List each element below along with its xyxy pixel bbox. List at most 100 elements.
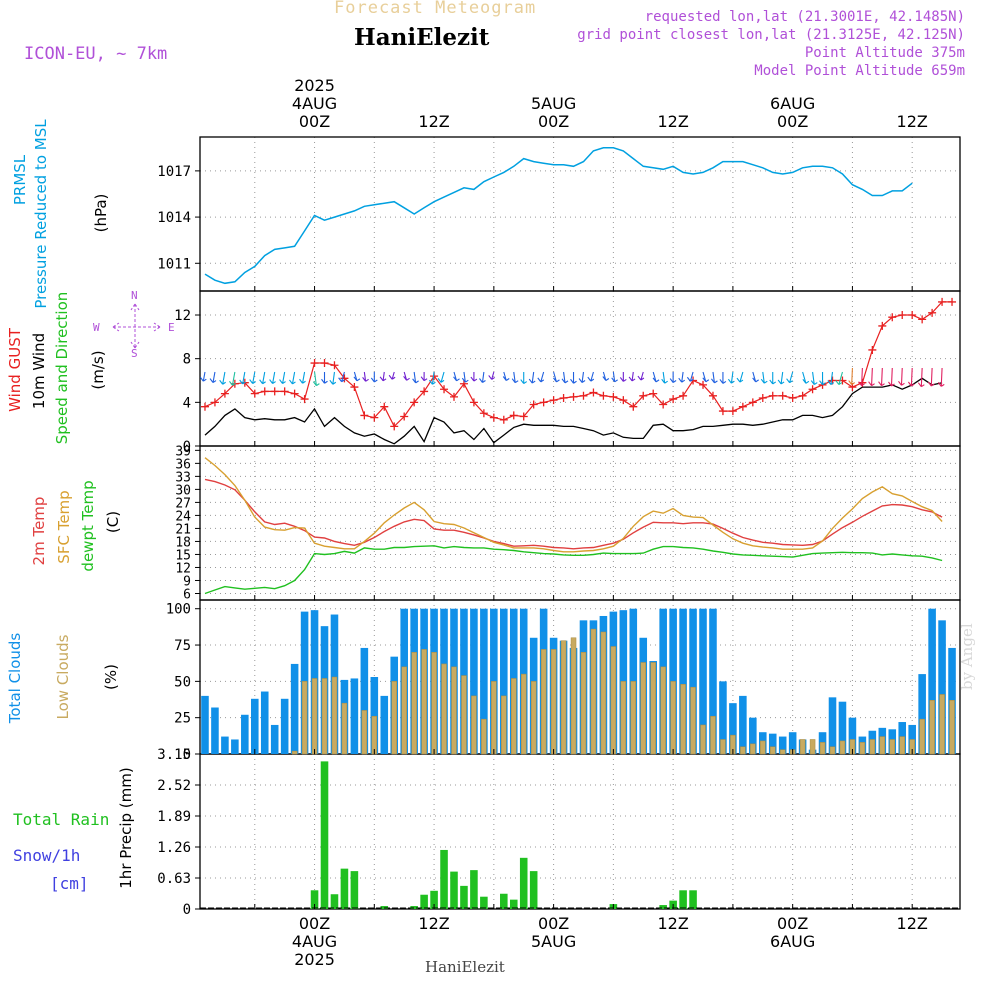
total-cloud-bar [828,697,837,754]
low-cloud-bar [939,694,945,755]
total-cloud-bar [709,608,717,754]
wind-direction-arrow [403,371,410,381]
ytick-label-pressure: 1011 [157,256,191,272]
wind-title-2: 10m Wind [30,333,48,409]
wind-direction-arrow [553,371,560,383]
panel-frame-temperature [199,445,961,601]
top-time-label: 5AUG [531,94,576,113]
wind-direction-arrow [937,367,945,387]
low-cloud-bar [929,699,935,755]
gust-point [360,411,369,420]
ytick-label-clouds: 75 [174,638,191,654]
wind-direction-arrow [710,371,718,384]
wind-direction-arrow [570,372,577,384]
wind-direction-arrow [338,371,345,383]
ytick-label-temperature: 12 [175,561,191,576]
total-cloud-bar [928,608,936,754]
wind-direction-arrow [835,371,843,385]
compass-n: N [131,289,138,302]
wind-ylabel: (m/s) [89,350,107,389]
bottom-time-label: 00Z [538,914,569,933]
gust-point [320,359,329,368]
low-cloud-bar [441,663,447,755]
wind-direction-arrow [353,371,361,382]
gust-point [569,392,578,401]
rain-bar [350,871,359,909]
gust-point [898,311,907,320]
gust-point [928,308,937,317]
low-cloud-bar [710,715,716,755]
gust-point [330,361,339,370]
low-cloud-bar [600,631,607,755]
gust-point [629,402,638,411]
wind-direction-arrow [661,371,668,384]
gust-point [728,407,737,416]
compass-w: W [93,321,100,334]
top-time-label: 4AUG [292,94,337,113]
total-cloud-bar [231,739,239,754]
low-cloud-bar [899,736,905,755]
low-cloud-bar [451,666,457,755]
wind-direction-arrow [229,371,236,386]
total-cloud-bar [739,695,747,754]
ytick-label-precip: 1.26 [157,840,191,856]
gust-point [350,383,359,392]
wind-direction-arrow [520,372,528,385]
ytick-label-precip: 0.63 [157,871,191,887]
gust-point [380,402,389,411]
temp-sfc-line [204,457,943,553]
wind-direction-arrow [611,371,618,383]
wind-direction-arrow [786,371,794,384]
gust-point [539,398,548,407]
low-cloud-bar [371,715,378,755]
rain-bar [529,871,538,909]
total-cloud-bar [768,733,777,754]
ytick-label-precip: 3.15 [157,747,191,763]
compass-s: S [131,347,138,360]
ytick-label-temperature: 9 [183,574,191,589]
rain-bar [340,868,349,909]
ytick-label-wind: 4 [183,395,191,411]
total-cloud-bar [290,663,299,754]
low-cloud-bar [690,686,696,755]
pressure-line [204,147,913,285]
pressure-title-1: PRMSL [11,154,29,205]
rain-bar [500,893,508,909]
rain-bar [320,761,329,909]
low-cloud-bar [869,739,876,755]
wind-direction-arrow [907,367,915,387]
gust-point [200,402,209,411]
total-cloud-bar [699,608,707,754]
wind-direction-arrow [777,371,785,385]
gust-point [390,422,399,431]
total-cloud-bar [350,678,359,754]
requested-coords: requested lon,lat (21.3001E, 42.1485N) [644,9,965,25]
total-cloud-bar [370,677,379,754]
chart-marks [199,147,960,909]
ytick-label-precip: 0 [183,902,191,918]
wind-direction-arrow [537,371,545,383]
total-cloud-bar [500,608,508,754]
wind-direction-arrow [388,371,396,380]
wind-direction-arrow [578,371,586,383]
gust-point [340,374,349,383]
gust-point [878,321,887,330]
pressure-ylabel: (hPa) [92,194,110,233]
total-cloud-bar [480,608,488,754]
gust-point [699,380,708,389]
rain-bar [430,890,438,909]
low-cloud-bar [291,750,298,755]
closest-coords: grid point closest lon,lat (21.3125E, 42… [577,27,965,43]
panel-frame-precip [199,753,961,910]
low-cloud-bar [859,742,866,755]
gust-point [220,389,229,398]
gust-point [738,402,747,411]
wind-title-3: Speed and Direction [53,292,71,445]
bottom-time-label: 5AUG [531,932,576,951]
wind-direction-arrow [239,371,246,385]
wind-direction-arrow [587,371,595,382]
gust-point [888,313,897,322]
gust-point [788,393,797,402]
ytick-label-temperature: 33 [175,470,191,485]
